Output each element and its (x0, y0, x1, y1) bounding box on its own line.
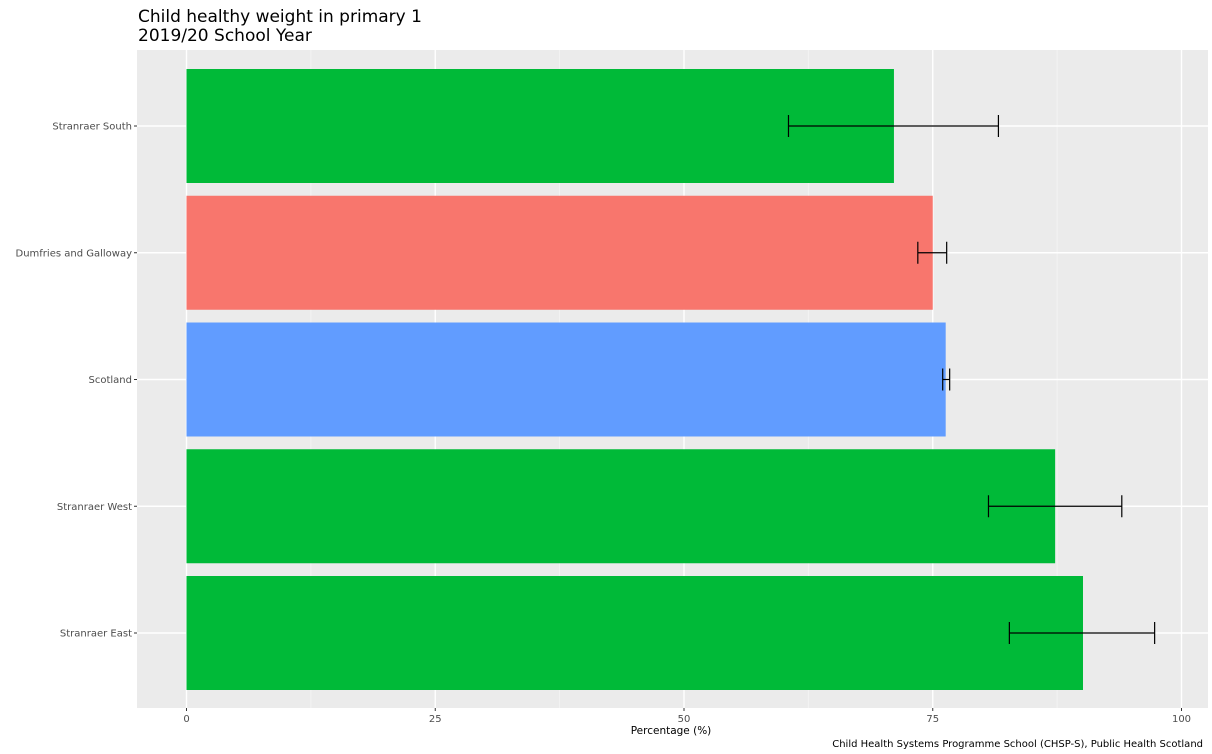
error-bar (787, 115, 1000, 137)
x-tick-label: 25 (429, 714, 442, 725)
error-bar (917, 241, 948, 264)
error-bar (987, 495, 1123, 518)
bars-group (186, 69, 1083, 690)
chart-subtitle: 2019/20 School Year (138, 26, 312, 46)
chart-title: Child healthy weight in primary 1 (138, 7, 422, 27)
x-axis-title: Percentage (%) (631, 725, 712, 737)
error-bar (1008, 622, 1156, 644)
x-axis: 0 25 50 75 100 (183, 708, 1191, 725)
x-tick-label: 100 (1172, 714, 1191, 725)
x-tick-label: 75 (926, 714, 939, 725)
y-tick-label: Stranraer South (52, 122, 132, 133)
chart-caption: Child Health Systems Programme School (C… (832, 739, 1203, 750)
x-tick-label: 0 (183, 714, 189, 725)
bar (186, 322, 946, 437)
y-tick-label: Scotland (89, 375, 132, 386)
bar (186, 195, 933, 310)
x-tick-label: 50 (678, 714, 691, 725)
bar (186, 449, 1056, 564)
bar (186, 576, 1083, 690)
error-bars-group (787, 115, 1156, 644)
y-axis: Stranraer South Dumfries and Galloway Scot… (16, 122, 137, 640)
y-tick-label: Dumfries and Galloway (16, 248, 133, 259)
error-bar (942, 368, 951, 391)
y-tick-label: Stranraer West (57, 502, 132, 513)
bar (186, 69, 894, 183)
y-tick-label: Stranraer East (60, 629, 132, 640)
